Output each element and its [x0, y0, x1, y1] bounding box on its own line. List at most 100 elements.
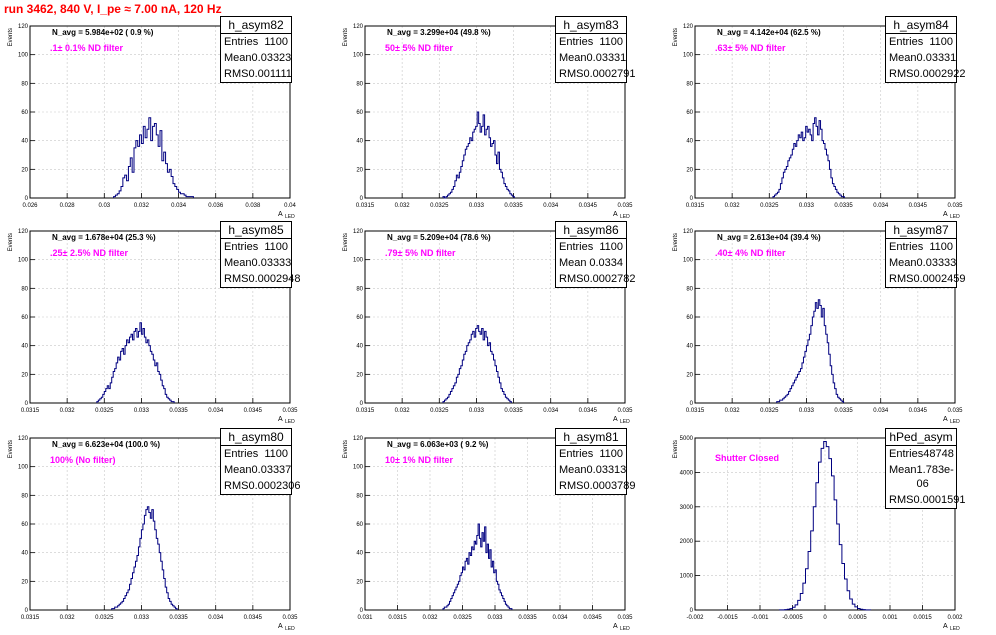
x-tick-label: 0.032 — [725, 408, 741, 414]
y-tick-label: 5000 — [680, 436, 694, 442]
x-tick-label: 0.026 — [22, 203, 38, 209]
stats-title: h_asym84 — [886, 17, 956, 34]
x-tick-label: 0.0325 — [95, 408, 114, 414]
histogram-line — [113, 117, 194, 198]
x-axis-label: A — [613, 623, 618, 630]
stats-row-rms: RMS 0.0002791 — [556, 66, 635, 82]
x-tick-label: 0.0335 — [518, 615, 537, 621]
stats-label: Mean — [559, 257, 587, 269]
y-tick-label: 0 — [25, 608, 29, 614]
x-tick-label: 0.0335 — [834, 203, 853, 209]
stats-value: 0.03331 — [916, 52, 957, 64]
stats-value: 1100 — [599, 448, 623, 460]
stats-title: h_asym81 — [556, 429, 626, 446]
y-tick-label: 80 — [21, 81, 28, 87]
y-tick-label: 60 — [686, 315, 693, 321]
x-tick-label: 0.035 — [282, 615, 298, 621]
stats-label: Entries — [889, 36, 924, 48]
x-tick-label: 0.03 — [98, 203, 110, 209]
x-tick-label: 0.0325 — [453, 615, 472, 621]
stats-title: h_asym80 — [221, 429, 291, 446]
stats-box: h_asym80 Entries 1100 Mean 0.03337 RMS 0.00023… — [220, 428, 300, 495]
y-tick-label: 20 — [686, 372, 693, 378]
stats-row-entries: Entries 48748 — [886, 446, 956, 462]
stats-label: Mean — [559, 52, 587, 64]
stats-row-rms: RMS 0.0002922 — [886, 66, 965, 82]
y-tick-label: 0 — [25, 401, 29, 407]
filter-label: 50± 5% ND filter — [385, 43, 453, 53]
x-axis-label-subscript: LED — [285, 626, 295, 632]
x-tick-label: 0.0005 — [848, 615, 867, 621]
stats-label: Entries — [224, 241, 259, 253]
y-tick-label: 20 — [686, 167, 693, 173]
y-axis-label: Events — [8, 233, 14, 251]
stats-label: Mean — [889, 52, 917, 64]
x-tick-label: 0.034 — [543, 203, 559, 209]
stats-value: 0.03323 — [251, 52, 292, 64]
x-tick-label: 0.034 — [208, 408, 224, 414]
x-tick-label: 0.0325 — [760, 408, 779, 414]
y-tick-label: 120 — [683, 229, 694, 235]
x-axis-label-subscript: LED — [950, 626, 960, 632]
filter-label: Shutter Closed — [715, 453, 780, 463]
stats-row-mean: Mean 0.03333 — [221, 255, 291, 271]
n-avg-label: N_avg = 1.678e+04 (25.3 %) — [52, 233, 156, 242]
x-tick-label: 0.032 — [60, 408, 76, 414]
stats-row-rms: RMS 0.0002306 — [221, 478, 300, 494]
x-tick-label: 0.031 — [357, 615, 373, 621]
stats-row-entries: Entries 1100 — [886, 34, 956, 50]
stats-value: 1100 — [264, 241, 288, 253]
stats-value: 0.0002306 — [248, 480, 301, 492]
stats-value: 1.783e-06 — [916, 464, 954, 490]
x-tick-label: 0.035 — [617, 615, 633, 621]
x-tick-label: 0.0345 — [909, 408, 928, 414]
x-tick-label: 0.0335 — [169, 408, 188, 414]
stats-value: 0.0003789 — [583, 480, 636, 492]
stats-title: h_asym85 — [221, 222, 291, 239]
x-axis-label: A — [613, 416, 618, 423]
stats-value: 0.03337 — [251, 464, 292, 476]
stats-label: RMS — [889, 68, 914, 80]
stats-row-mean: Mean 0.03337 — [221, 462, 291, 478]
filter-label: .79± 5% ND filter — [385, 248, 456, 258]
x-axis-label: A — [943, 623, 948, 630]
x-tick-label: 0.033 — [799, 203, 815, 209]
stats-label: Entries — [559, 36, 594, 48]
x-axis-label-subscript: LED — [620, 214, 630, 220]
stats-title: h_asym86 — [556, 222, 626, 239]
stats-label: Mean — [224, 257, 252, 269]
stats-label: RMS — [889, 273, 914, 285]
y-tick-label: 80 — [686, 286, 693, 292]
y-tick-label: 80 — [21, 493, 28, 499]
x-tick-label: 0.0325 — [760, 203, 779, 209]
x-tick-label: 0.034 — [208, 615, 224, 621]
stats-label: RMS — [224, 68, 249, 80]
histogram-plot: 0.0315 0.032 0.0325 0.033 0.0335 0.034 0.0345 0… — [8, 436, 298, 632]
stats-row-mean: Mean 0.03323 — [221, 50, 291, 66]
x-tick-label: 0.038 — [245, 203, 261, 209]
n-avg-label: N_avg = 2.613e+04 (39.4 %) — [717, 233, 821, 242]
x-tick-label: 0.0315 — [686, 408, 705, 414]
x-tick-label: 0.034 — [873, 408, 889, 414]
y-tick-label: 2000 — [680, 539, 694, 545]
y-tick-label: 0 — [690, 608, 694, 614]
stats-box: h_asym85 Entries 1100 Mean 0.03333 RMS 0.00029… — [220, 221, 300, 288]
x-tick-label: 0.0315 — [21, 615, 40, 621]
canvas-title: run 3462, 840 V, I_pe ≈ 7.00 nA, 120 Hz — [4, 2, 222, 16]
filter-label: .25± 2.5% ND filter — [50, 248, 128, 258]
x-axis-label: A — [613, 211, 618, 218]
y-tick-label: 40 — [21, 551, 28, 557]
stats-row-mean: Mean 0.03331 — [556, 50, 626, 66]
y-tick-label: 100 — [353, 258, 364, 264]
stats-label: RMS — [559, 273, 584, 285]
y-tick-label: 40 — [21, 139, 28, 145]
x-tick-label: 0.032 — [134, 203, 150, 209]
filter-label: 10± 1% ND filter — [385, 455, 453, 465]
x-tick-label: 0.0335 — [504, 203, 523, 209]
stats-value: 0.0002922 — [913, 68, 966, 80]
y-tick-label: 120 — [353, 229, 364, 235]
y-axis-label: Events — [673, 440, 679, 458]
histogram-plot: 0.0315 0.032 0.0325 0.033 0.0335 0.034 0.0345 0… — [673, 24, 963, 220]
x-tick-label: 0.0345 — [583, 615, 602, 621]
stats-value: 1100 — [929, 241, 953, 253]
